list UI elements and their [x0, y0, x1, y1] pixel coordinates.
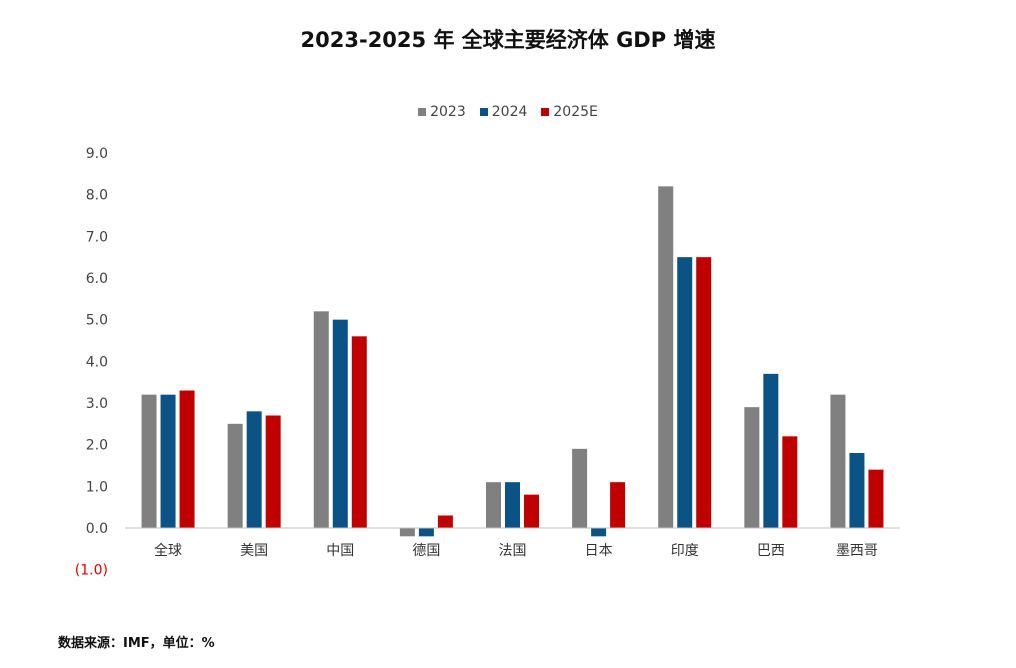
- x-tick-label: 巴西: [757, 543, 785, 559]
- bar-2025e-8: [868, 469, 884, 528]
- x-tick-label: 印度: [671, 543, 699, 559]
- bar-2025e-6: [696, 257, 712, 528]
- bar-2023-1: [227, 423, 243, 528]
- y-tick-label: 7.0: [86, 229, 108, 245]
- source-note: 数据来源：IMF，单位：%: [58, 636, 215, 651]
- bar-2025e-2: [351, 336, 367, 528]
- bar-2024-8: [849, 453, 865, 528]
- legend-swatch-2024: [479, 108, 488, 116]
- legend-item-2023: 2023: [418, 104, 466, 120]
- chart-title: 2023-2025 年 全球主要经济体 GDP 增速: [300, 28, 716, 52]
- bar-2024-0: [160, 394, 176, 528]
- y-tick-label: (1.0): [75, 563, 108, 579]
- y-tick-label: 2.0: [86, 438, 108, 454]
- bar-2025e-7: [782, 436, 798, 528]
- y-tick-label: 8.0: [86, 188, 108, 204]
- x-tick-label: 中国: [326, 543, 354, 559]
- legend-label-2024: 2024: [491, 104, 528, 120]
- y-tick-label: 6.0: [86, 271, 108, 287]
- y-tick-label: 5.0: [86, 313, 108, 329]
- legend-swatch-2023: [418, 108, 427, 116]
- bar-2023-2: [313, 311, 329, 528]
- x-tick-label: 日本: [585, 543, 613, 559]
- bar-2023-8: [830, 394, 846, 528]
- bar-2023-0: [141, 394, 157, 528]
- bar-2024-7: [763, 373, 779, 528]
- bar-2025e-1: [265, 415, 281, 528]
- y-tick-label: 4.0: [86, 354, 108, 370]
- bar-2024-2: [332, 319, 348, 528]
- y-tick-label: 0.0: [86, 521, 108, 537]
- x-tick-label: 德国: [412, 543, 440, 559]
- x-tick-label: 法国: [499, 543, 527, 559]
- legend-label-2023: 2023: [430, 104, 466, 120]
- bar-2023-6: [658, 186, 674, 529]
- legend-label-2025e: 2025E: [553, 104, 598, 120]
- y-tick-label: 1.0: [86, 479, 108, 495]
- legend-swatch-2025e: [541, 108, 550, 116]
- y-tick-label: 9.0: [86, 146, 108, 162]
- bar-2025e-0: [179, 390, 195, 528]
- bar-2024-4: [505, 482, 520, 528]
- bar-2025e-3: [437, 515, 453, 528]
- legend-item-2024: 2024: [479, 104, 528, 120]
- bar-2023-7: [744, 407, 760, 528]
- bar-2023-5: [572, 448, 588, 528]
- y-tick-label: 3.0: [86, 396, 108, 412]
- bar-2024-5: [591, 528, 607, 537]
- bar-2023-3: [399, 528, 415, 537]
- legend-item-2025e: 2025E: [541, 104, 598, 120]
- x-tick-label: 全球: [154, 542, 182, 559]
- bar-2024-6: [677, 257, 693, 528]
- bar-2025e-4: [524, 494, 539, 528]
- x-tick-label: 美国: [240, 543, 268, 559]
- bar-2024-3: [418, 528, 434, 537]
- bar-2024-1: [246, 411, 262, 528]
- bar-2025e-5: [610, 482, 626, 528]
- x-tick-label: 墨西哥: [836, 543, 878, 559]
- bar-2023-4: [486, 482, 501, 528]
- chart-legend: 2023 2024 2025E: [0, 104, 1016, 120]
